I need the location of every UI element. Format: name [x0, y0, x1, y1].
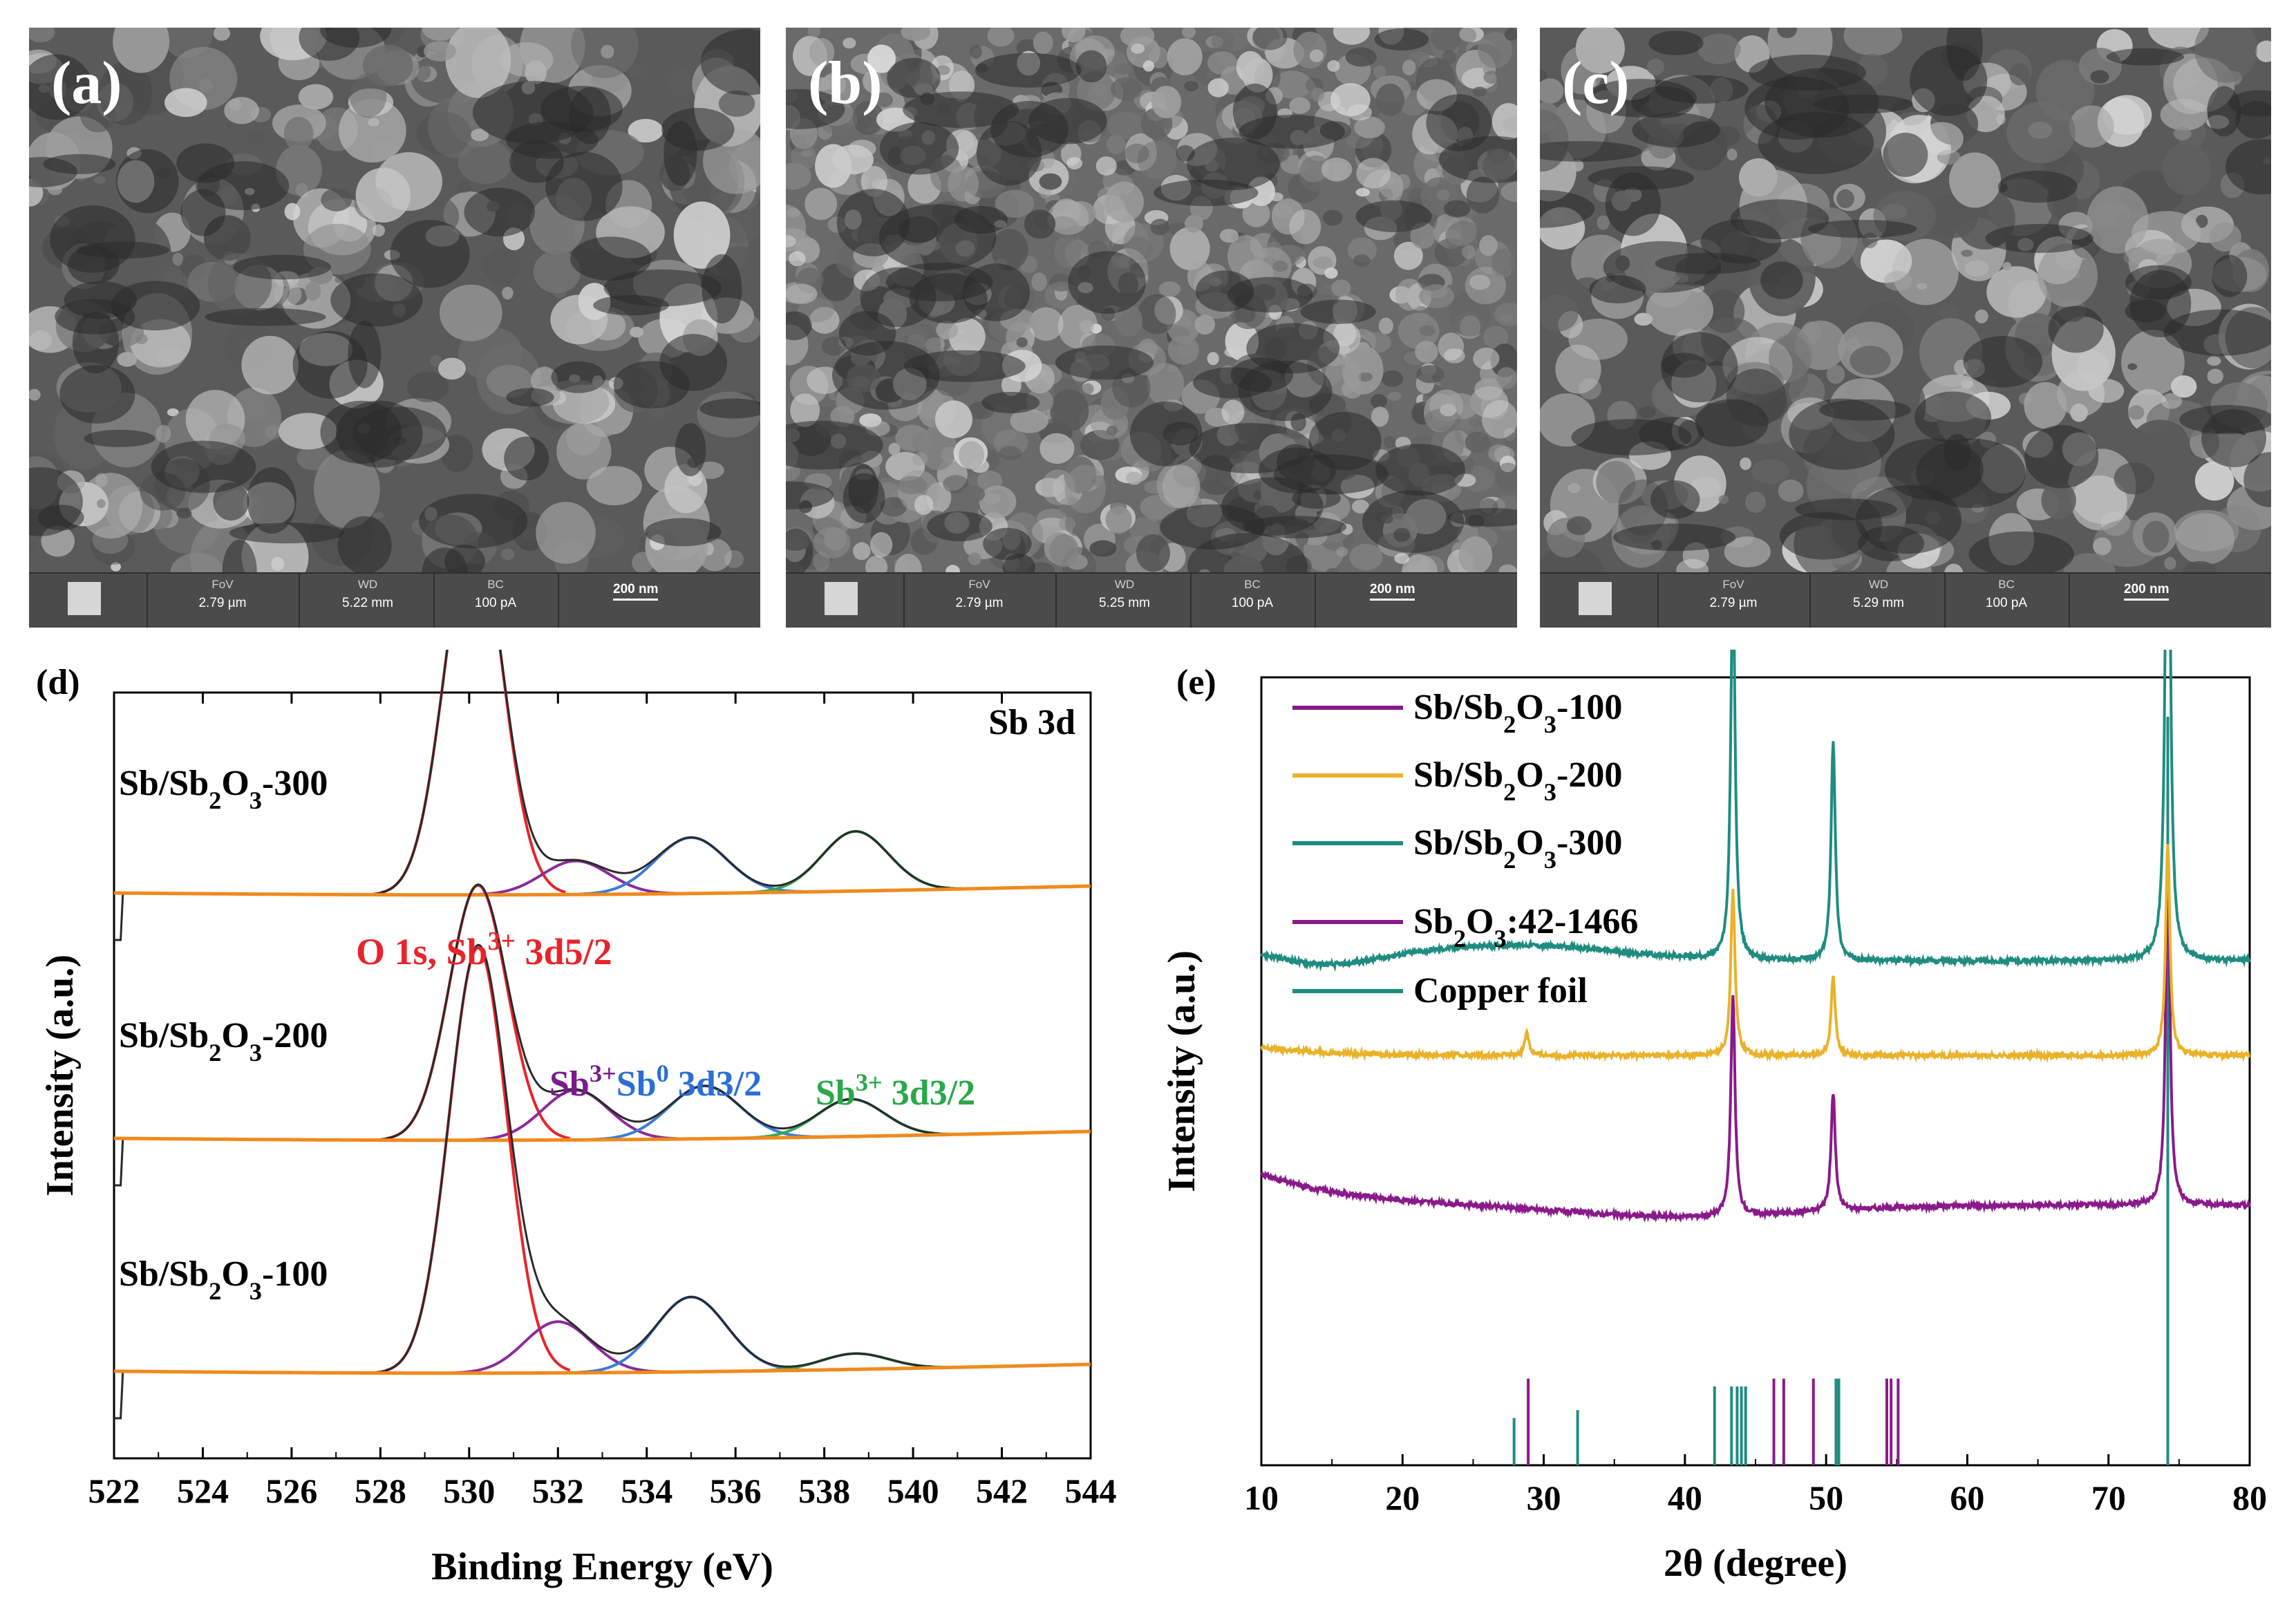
x-tick-label: 20 — [1385, 1478, 1420, 1517]
fov-key: FoV — [1722, 578, 1744, 591]
panel-label-c: (c) — [1562, 50, 1630, 117]
x-tick-label: 528 — [355, 1471, 406, 1510]
background-line — [114, 1362, 1091, 1375]
legend-label: Sb/Sb2O3-200 — [1413, 755, 1622, 806]
sample-label: Sb/Sb2O3-100 — [119, 1254, 328, 1305]
fit-peak — [577, 1295, 804, 1374]
y-axis-label: Intensity (a.u.) — [1160, 950, 1203, 1192]
x-tick-label: 30 — [1527, 1478, 1561, 1517]
bc-value: 100 pA — [1231, 596, 1274, 610]
fov-key: FoV — [968, 578, 990, 591]
x-tick-label: 544 — [1065, 1471, 1117, 1510]
wd-value: 5.25 mm — [1099, 596, 1150, 610]
raw-spectrum — [114, 943, 1091, 1420]
xrd-legend: Sb/Sb2O3-100 Sb/Sb2O3-200 Sb/Sb2O3-300 Sb2O… — [1292, 688, 1638, 1010]
bc-key: BC — [487, 578, 504, 591]
sample-label: Sb/Sb2O3-200 — [119, 1016, 328, 1066]
sem-image-a — [29, 28, 760, 604]
legend-label: Copper foil — [1413, 971, 1588, 1010]
xps-sample-300: Sb/Sb2O3-300 — [114, 650, 1091, 941]
fit-peak — [381, 650, 566, 894]
sem-texture — [1540, 28, 2271, 601]
bc-value: 100 pA — [1985, 596, 2028, 610]
scale-label: 200 nm — [1370, 582, 1415, 596]
x-tick-label: 522 — [88, 1471, 140, 1510]
x-tick-label: 538 — [798, 1471, 850, 1510]
bc-key: BC — [1998, 578, 2015, 591]
xps-sample-100: Sb/Sb2O3-100 — [114, 943, 1091, 1420]
xps-chart: 522 524 526 528 530 532 534 536 538 540 542 544 Bind… — [39, 650, 1117, 1588]
wd-key: WD — [1868, 578, 1889, 591]
xrd-axes: 10 20 30 40 50 60 70 80 2θ (degree) Intensity (a.… — [1160, 676, 2267, 1585]
annotation-sb-3d32: Sb3+Sb0 3d3/2 — [549, 1060, 762, 1104]
annotation-sb3-3d32: Sb3+ 3d3/2 — [816, 1069, 975, 1113]
chart-title: Sb 3d — [988, 703, 1075, 742]
panel-label-b: (b) — [808, 50, 883, 117]
fov-value: 2.79 µm — [1709, 596, 1758, 610]
x-tick-label: 530 — [443, 1471, 495, 1510]
fit-peak — [385, 883, 570, 1140]
y-axis-label: Intensity (a.u.) — [39, 954, 82, 1196]
fov-key: FoV — [211, 578, 234, 591]
xrd-chart: 10 20 30 40 50 60 70 80 2θ (degree) Intensity (a.… — [1160, 650, 2267, 1585]
sem-texture — [786, 28, 1517, 599]
instrument-icon — [1579, 582, 1612, 615]
x-tick-label: 60 — [1950, 1478, 1984, 1517]
fit-peak — [385, 946, 571, 1372]
sem-panel-b: (b) FoV 2.79 µm WD 5.25 mm BC 100 pA 200 nm — [786, 28, 1517, 628]
x-tick-label: 70 — [2091, 1478, 2126, 1517]
xrd-series-300 — [1260, 650, 2251, 972]
bc-key: BC — [1244, 578, 1261, 591]
sem-panel-a: (a) FoV 2.79 µm WD 5.22 mm BC 100 pA 200 nm — [29, 28, 760, 628]
xrd-frame — [1260, 676, 2251, 1467]
background-line — [114, 1129, 1091, 1142]
x-tick-label: 536 — [710, 1471, 762, 1510]
sem-databar-a: FoV 2.79 µm WD 5.22 mm BC 100 pA 200 nm — [29, 572, 760, 628]
x-axis-label: 2θ (degree) — [1664, 1542, 1847, 1585]
wd-key: WD — [357, 578, 378, 591]
fit-peak — [451, 1320, 665, 1375]
scale-label: 200 nm — [613, 582, 659, 596]
sem-image-b — [786, 28, 1517, 599]
legend-label: Sb/Sb2O3-100 — [1413, 688, 1622, 738]
instrument-icon — [825, 582, 858, 615]
sem-panel-c: (c) FoV 2.79 µm WD 5.29 mm BC 100 pA 200 nm — [1540, 28, 2271, 628]
x-tick-label: 50 — [1809, 1478, 1843, 1517]
legend-label: Sb/Sb2O3-300 — [1413, 823, 1622, 874]
xrd-series-100 — [1260, 850, 2251, 1224]
panel-label-e: (e) — [1176, 663, 1216, 702]
annotation-o1s: O 1s, Sb3+ 3d5/2 — [356, 927, 612, 972]
sem-image-c — [1540, 28, 2271, 601]
x-tick-label: 524 — [177, 1471, 229, 1510]
sem-databar-b: FoV 2.79 µm WD 5.25 mm BC 100 pA 200 nm — [786, 572, 1517, 628]
xps-sample-200: Sb/Sb2O3-200 — [114, 883, 1091, 1187]
background-line — [114, 884, 1091, 897]
sem-databar-c: FoV 2.79 µm WD 5.29 mm BC 100 pA 200 nm — [1540, 572, 2271, 628]
x-tick-label: 532 — [532, 1471, 584, 1510]
fov-value: 2.79 µm — [198, 596, 247, 610]
x-tick-label: 542 — [976, 1471, 1028, 1510]
scale-label: 200 nm — [2124, 582, 2170, 596]
x-tick-label: 540 — [887, 1471, 939, 1510]
panel-label-a: (a) — [51, 50, 122, 117]
x-tick-label: 80 — [2232, 1478, 2267, 1517]
x-tick-label: 526 — [265, 1471, 317, 1510]
xrd-series-200 — [1260, 844, 2251, 1064]
fov-value: 2.79 µm — [955, 596, 1004, 610]
wd-value: 5.22 mm — [342, 596, 393, 610]
sample-label: Sb/Sb2O3-300 — [119, 764, 328, 814]
x-axis-label: Binding Energy (eV) — [431, 1545, 773, 1588]
sem-texture — [29, 28, 760, 604]
bc-value: 100 pA — [474, 596, 517, 610]
x-tick-label: 10 — [1244, 1478, 1279, 1517]
panel-label-d: (d) — [36, 663, 80, 702]
fit-peak — [749, 829, 962, 894]
xps-axes: 522 524 526 528 530 532 534 536 538 540 542 544 Bind… — [39, 691, 1117, 1588]
instrument-icon — [68, 582, 101, 615]
legend-label: Sb2O3:42-1466 — [1413, 902, 1638, 952]
x-tick-label: 534 — [621, 1471, 672, 1510]
x-tick-label: 40 — [1668, 1478, 1702, 1517]
wd-value: 5.29 mm — [1853, 596, 1904, 610]
wd-key: WD — [1114, 578, 1135, 591]
